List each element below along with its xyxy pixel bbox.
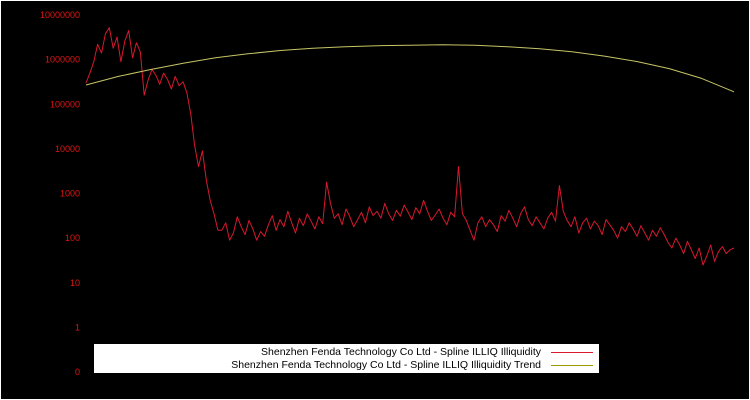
series-line-0 [85, 27, 735, 266]
legend-item-trend: Shenzhen Fenda Technology Co Ltd - Splin… [100, 359, 593, 372]
y-axis-tick-label: 10000000 [40, 10, 80, 20]
series-line-1 [85, 44, 735, 93]
legend-item-illiquidity: Shenzhen Fenda Technology Co Ltd - Splin… [100, 346, 593, 359]
legend-label-trend: Shenzhen Fenda Technology Co Ltd - Splin… [231, 358, 541, 371]
y-axis-tick-label: 10 [70, 278, 80, 288]
y-axis-tick-label: 100 [65, 233, 80, 243]
y-axis-tick-label: 1 [75, 322, 80, 332]
y-axis-tick-label: 1000000 [45, 55, 80, 65]
y-axis-tick-label: 1000 [60, 189, 80, 199]
legend-line-sample-illiquidity [551, 351, 593, 353]
y-axis-tick-label: 100000 [50, 99, 80, 109]
y-axis-tick-label: 0 [75, 367, 80, 377]
y-axis-tick-label: 10000 [55, 144, 80, 154]
legend-line-sample-trend [551, 364, 593, 366]
legend-label-illiquidity: Shenzhen Fenda Technology Co Ltd - Splin… [261, 345, 541, 358]
legend: Shenzhen Fenda Technology Co Ltd - Splin… [94, 344, 599, 373]
